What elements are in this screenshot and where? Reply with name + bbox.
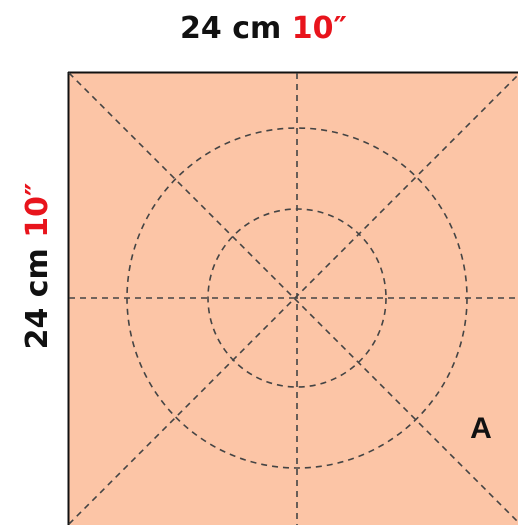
guide-circle-outer <box>126 127 468 469</box>
guide-diagonal-1 <box>68 72 518 524</box>
top-dimension-cm: 24 cm <box>180 11 282 46</box>
top-dimension-inch: 10″ <box>291 11 347 46</box>
guide-circle-inner <box>207 208 387 388</box>
guide-diagonal-2 <box>68 73 518 525</box>
panel-label: A <box>470 412 492 445</box>
top-dimension-label: 24 cm 10″ <box>180 11 420 47</box>
pattern-panel <box>69 73 518 525</box>
